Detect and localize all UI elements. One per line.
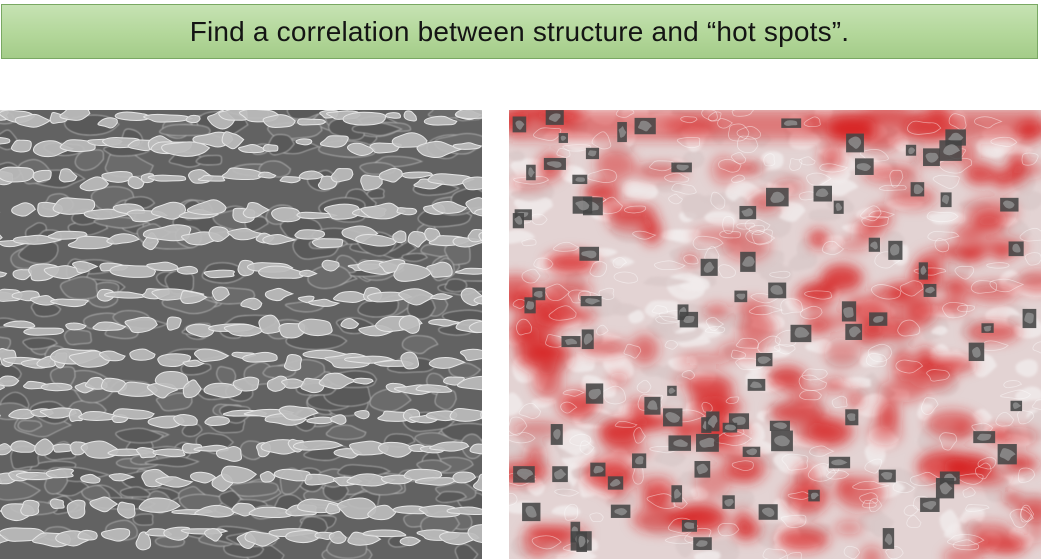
slide-title-banner: Find a correlation between structure and… xyxy=(1,4,1038,59)
slide-title: Find a correlation between structure and… xyxy=(189,15,850,47)
sem-micrograph xyxy=(0,110,482,559)
hotspot-overlay-image xyxy=(509,110,1041,559)
